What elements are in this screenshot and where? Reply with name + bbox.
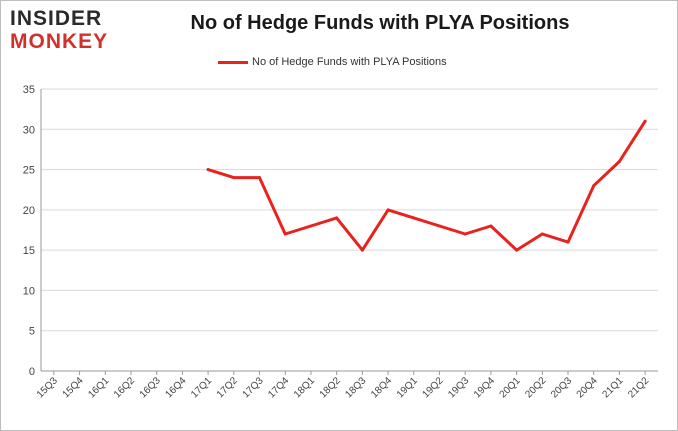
data-point bbox=[463, 232, 467, 236]
logo-line-1: INSIDER bbox=[10, 7, 103, 30]
chart-legend: No of Hedge Funds with PLYA Positions bbox=[218, 54, 447, 70]
x-tick-labels: 15Q3 15Q4 16Q1 16Q2 16Q3 16Q4 17Q1 17Q2 17Q3 17Q4… bbox=[35, 375, 652, 400]
data-point bbox=[232, 176, 236, 180]
x-tick-label: 21Q2 bbox=[626, 375, 651, 400]
data-point bbox=[309, 224, 313, 228]
x-tick-label: 21Q1 bbox=[600, 375, 625, 400]
data-point bbox=[438, 224, 441, 228]
data-point bbox=[540, 232, 544, 236]
x-tick-label: 17Q1 bbox=[189, 375, 214, 400]
x-tick-label: 16Q2 bbox=[112, 375, 137, 400]
chart-title: No of Hedge Funds with PLYA Positions bbox=[190, 12, 570, 34]
y-tick-label: 15 bbox=[23, 245, 35, 257]
y-tick-label: 35 bbox=[23, 84, 35, 96]
axes bbox=[40, 89, 658, 375]
x-tick-label: 19Q3 bbox=[446, 375, 471, 400]
y-tick-label: 20 bbox=[23, 205, 35, 217]
x-tick-label: 20Q4 bbox=[575, 375, 600, 400]
data-point bbox=[592, 184, 596, 188]
logo-line-2: MONKEY bbox=[10, 30, 109, 53]
insider-monkey-logo: INSIDER MONKEY bbox=[10, 8, 128, 56]
x-tick-label: 20Q1 bbox=[498, 375, 523, 400]
data-point bbox=[412, 216, 416, 220]
y-tick-label: 25 bbox=[23, 165, 35, 177]
data-point bbox=[566, 240, 570, 244]
data-point bbox=[335, 216, 339, 220]
x-tick-label: 15Q3 bbox=[35, 375, 60, 400]
data-point bbox=[360, 248, 364, 252]
x-tick-label: 18Q1 bbox=[292, 375, 317, 400]
data-point bbox=[515, 248, 519, 252]
x-tick-label: 16Q4 bbox=[163, 375, 188, 400]
x-tick-label: 20Q2 bbox=[523, 375, 548, 400]
x-tick-label: 19Q4 bbox=[472, 375, 497, 400]
x-tick-label: 20Q3 bbox=[549, 375, 574, 400]
data-point bbox=[643, 119, 647, 123]
series-layer bbox=[206, 119, 647, 252]
y-tick-label: 10 bbox=[23, 285, 35, 297]
y-tick-labels: 0 5 10 15 20 25 30 35 bbox=[23, 84, 35, 378]
x-tick-label: 16Q3 bbox=[138, 375, 163, 400]
data-point bbox=[258, 176, 261, 180]
x-tick-label: 18Q3 bbox=[343, 375, 368, 400]
x-tick-label: 15Q4 bbox=[61, 375, 86, 400]
x-tick-label: 19Q1 bbox=[395, 375, 420, 400]
x-tick-label: 19Q2 bbox=[421, 375, 446, 400]
y-tick-label: 0 bbox=[29, 366, 35, 378]
y-tick-label: 5 bbox=[29, 326, 35, 338]
data-point bbox=[386, 208, 390, 212]
data-point bbox=[617, 160, 621, 163]
x-tick-label: 17Q3 bbox=[241, 375, 266, 400]
data-point bbox=[283, 232, 287, 236]
x-tick-label: 18Q2 bbox=[318, 375, 343, 400]
legend-swatch bbox=[218, 60, 248, 64]
x-tick-label: 16Q1 bbox=[86, 375, 111, 400]
data-point bbox=[206, 168, 210, 172]
data-point bbox=[489, 224, 493, 228]
grid-lines bbox=[41, 88, 658, 332]
series-line bbox=[206, 119, 647, 252]
x-tick-label: 18Q4 bbox=[369, 375, 394, 400]
legend-label: No of Hedge Funds with PLYA Positions bbox=[252, 56, 447, 68]
x-tick-label: 17Q2 bbox=[215, 375, 240, 400]
x-tick-label: 17Q4 bbox=[266, 375, 291, 400]
y-tick-label: 30 bbox=[23, 124, 35, 136]
